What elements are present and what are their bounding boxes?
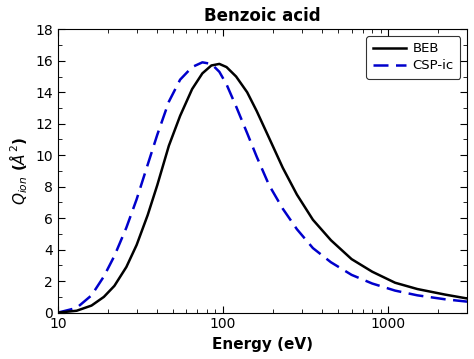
CSP-ic — [233, 104, 239, 108]
BEB — [124, 265, 129, 269]
BEB — [145, 213, 151, 217]
BEB — [134, 243, 139, 247]
Line: BEB: BEB — [58, 64, 467, 313]
CSP-ic — [145, 163, 151, 167]
BEB — [74, 309, 80, 313]
BEB — [189, 87, 195, 91]
CSP-ic — [74, 306, 80, 310]
CSP-ic — [101, 274, 107, 279]
CSP-ic — [177, 78, 183, 82]
BEB — [310, 218, 316, 222]
CSP-ic — [244, 131, 250, 135]
Legend: BEB, CSP-ic: BEB, CSP-ic — [366, 36, 460, 79]
BEB — [55, 311, 61, 315]
CSP-ic — [134, 197, 139, 201]
Title: Benzoic acid: Benzoic acid — [204, 7, 321, 25]
CSP-ic — [217, 70, 222, 74]
CSP-ic — [266, 183, 272, 187]
BEB — [233, 74, 239, 79]
BEB — [266, 136, 272, 140]
X-axis label: Energy (eV): Energy (eV) — [212, 337, 313, 352]
CSP-ic — [280, 206, 286, 211]
CSP-ic — [155, 132, 160, 137]
BEB — [464, 296, 470, 300]
BEB — [244, 90, 250, 94]
Y-axis label: $Q_{ion}$ ($\AA^2$): $Q_{ion}$ ($\AA^2$) — [7, 137, 30, 205]
CSP-ic — [414, 293, 420, 298]
BEB — [280, 165, 286, 170]
BEB — [155, 183, 160, 187]
CSP-ic — [166, 99, 172, 104]
BEB — [111, 284, 117, 288]
BEB — [200, 71, 205, 75]
CSP-ic — [464, 299, 470, 304]
CSP-ic — [294, 227, 300, 231]
CSP-ic — [369, 281, 375, 286]
CSP-ic — [224, 82, 229, 87]
BEB — [177, 114, 183, 118]
BEB — [217, 62, 222, 66]
BEB — [349, 257, 355, 261]
CSP-ic — [442, 297, 447, 302]
BEB — [442, 292, 447, 297]
CSP-ic — [209, 62, 214, 66]
BEB — [328, 238, 334, 242]
BEB — [414, 287, 420, 291]
BEB — [89, 303, 94, 308]
BEB — [101, 295, 107, 299]
CSP-ic — [200, 60, 205, 65]
BEB — [209, 63, 214, 67]
BEB — [392, 281, 398, 285]
BEB — [224, 65, 229, 69]
CSP-ic — [310, 246, 316, 250]
BEB — [294, 192, 300, 197]
CSP-ic — [111, 254, 117, 258]
CSP-ic — [254, 155, 260, 159]
CSP-ic — [55, 311, 61, 315]
CSP-ic — [189, 65, 195, 69]
BEB — [166, 144, 172, 148]
Line: CSP-ic: CSP-ic — [58, 62, 467, 313]
CSP-ic — [392, 288, 398, 293]
CSP-ic — [124, 225, 129, 230]
CSP-ic — [328, 260, 334, 265]
CSP-ic — [349, 273, 355, 277]
BEB — [254, 109, 260, 113]
BEB — [369, 270, 375, 274]
CSP-ic — [89, 293, 94, 298]
